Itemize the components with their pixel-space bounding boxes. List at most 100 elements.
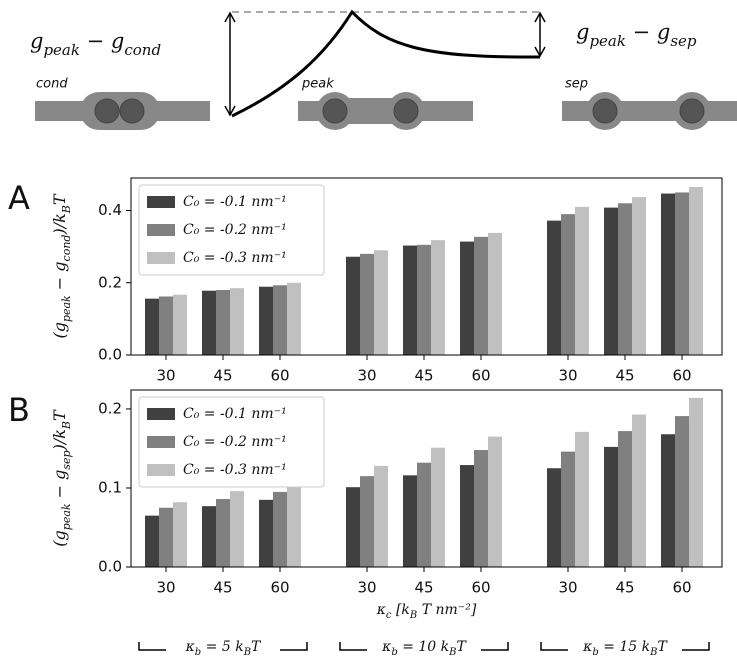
schematic-label-part: g	[30, 29, 43, 53]
y-axis-label-part: − g	[50, 261, 69, 295]
bar	[575, 206, 589, 355]
x-tick-label: 60	[471, 579, 490, 597]
y-axis-label: (gpeak − gsep)/kBT	[50, 409, 73, 547]
bar	[360, 253, 374, 355]
bar	[374, 250, 388, 355]
y-axis-label-part: peak	[60, 295, 73, 322]
bar	[202, 290, 216, 355]
schematic-label-part: − g	[626, 20, 670, 44]
schematic-label-part: peak	[589, 32, 626, 50]
schematic-label-part: g	[576, 20, 589, 44]
bar	[259, 286, 273, 355]
legend-label: C₀ = -0.1 nm⁻¹	[183, 194, 287, 210]
group-label-part: = 15 k	[599, 639, 650, 655]
bar	[287, 282, 301, 355]
x-axis-label-part: B	[409, 610, 417, 621]
bar	[604, 446, 618, 567]
group-label-part: = 10 k	[398, 639, 449, 655]
bar	[159, 507, 173, 567]
bar	[618, 431, 632, 567]
y-axis-label-part: )/k	[50, 213, 69, 235]
schematic-label-part: peak	[43, 41, 80, 59]
bar	[604, 207, 618, 355]
schematic-label-part: cond	[124, 41, 161, 59]
legend-label: C₀ = -0.2 nm⁻¹	[183, 222, 287, 238]
schematic-label: gpeak − gcond	[30, 29, 161, 60]
legend-swatch	[147, 252, 175, 264]
group-label-part: b	[391, 647, 397, 658]
bar	[575, 431, 589, 567]
y-tick-label: 0.0	[98, 558, 122, 576]
state-label: peak	[301, 77, 334, 92]
y-tick-label: 0.2	[98, 273, 122, 291]
x-tick-label: 60	[672, 579, 691, 597]
state-label: sep	[565, 77, 588, 92]
legend-swatch	[147, 464, 175, 476]
group-label-part: B	[649, 647, 657, 658]
bar	[689, 397, 703, 567]
bar	[675, 192, 689, 355]
bar	[474, 450, 488, 567]
y-axis-label-part: (g	[50, 530, 69, 546]
bar	[230, 288, 244, 355]
y-axis-label-part: B	[60, 205, 73, 214]
schematic-label-part: − g	[80, 29, 124, 53]
bar	[431, 240, 445, 355]
bar	[460, 241, 474, 355]
energy-curve	[231, 9, 541, 118]
group-label-part: κ	[381, 639, 391, 655]
bar	[417, 244, 431, 355]
legend-swatch	[147, 436, 175, 448]
group-bracket	[138, 642, 308, 651]
legend-swatch	[147, 196, 175, 208]
x-tick-label: 45	[213, 579, 232, 597]
x-tick-label: 30	[357, 579, 376, 597]
x-tick-label: 60	[270, 367, 289, 385]
panel-label: A	[8, 179, 30, 217]
group-label-part: T	[251, 639, 262, 655]
group-label-part: B	[243, 647, 251, 658]
x-tick-label: 30	[357, 367, 376, 385]
legend-swatch	[147, 408, 175, 420]
bar	[216, 289, 230, 355]
bar	[689, 187, 703, 355]
bar	[287, 482, 301, 567]
group-label-part: b	[195, 647, 201, 658]
legend-label: C₀ = -0.3 nm⁻¹	[183, 250, 287, 266]
x-tick-label: 45	[615, 367, 634, 385]
y-tick-label: 0.1	[98, 478, 122, 496]
x-tick-label: 30	[156, 367, 175, 385]
bar	[403, 475, 417, 567]
bar	[632, 197, 646, 355]
group-label-part: T	[658, 639, 669, 655]
y-tick-label: 0.0	[98, 346, 122, 364]
x-tick-label: 30	[558, 367, 577, 385]
group-label-part: B	[448, 647, 456, 658]
y-axis-label-part: − g	[50, 470, 69, 504]
bar	[216, 499, 230, 567]
bar	[561, 214, 575, 355]
y-axis-label-part: B	[60, 421, 73, 430]
x-axis-label-part: T nm⁻²]	[417, 602, 477, 618]
group-label-part: κ	[582, 639, 592, 655]
bar	[474, 236, 488, 355]
x-tick-label: 45	[213, 367, 232, 385]
bar	[618, 203, 632, 355]
legend-box	[138, 184, 325, 276]
schematic-label: gpeak − gsep	[576, 20, 697, 51]
legend-label: C₀ = -0.2 nm⁻¹	[183, 434, 287, 450]
x-axis-label-part: c	[386, 610, 392, 621]
x-tick-label: 60	[672, 367, 691, 385]
x-tick-label: 30	[558, 579, 577, 597]
bar	[145, 298, 159, 355]
axes-frame	[130, 177, 723, 356]
panel-label: B	[8, 391, 30, 429]
schematic-label-part: sep	[670, 32, 697, 50]
group-bracket	[540, 642, 710, 651]
group-label-part: b	[592, 647, 598, 658]
bar	[661, 193, 675, 355]
bar	[374, 465, 388, 567]
bar	[675, 416, 689, 567]
y-axis-label-part: peak	[60, 503, 73, 530]
